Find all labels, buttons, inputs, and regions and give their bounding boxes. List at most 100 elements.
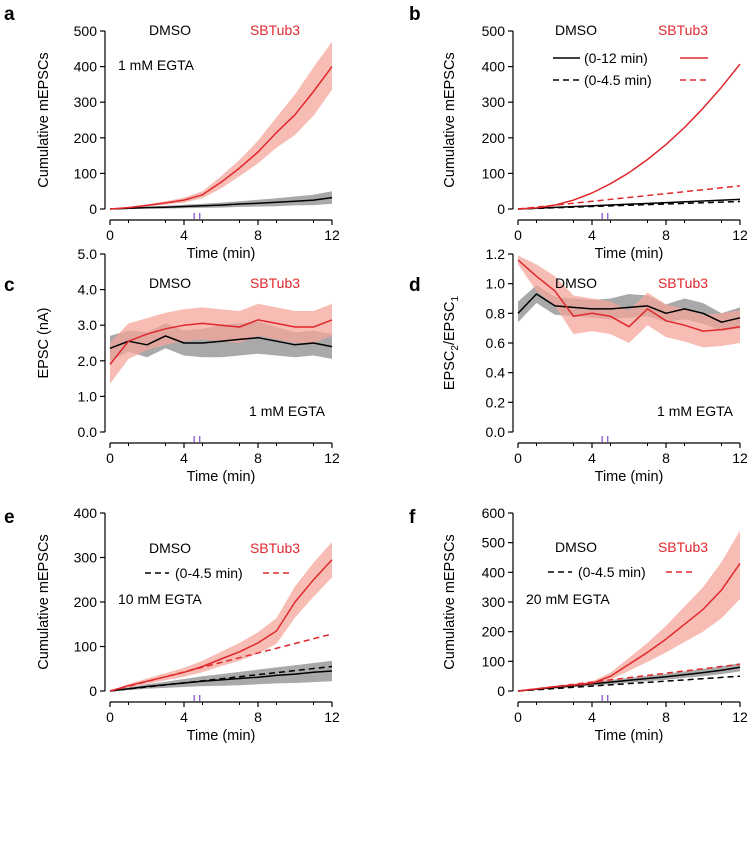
legend-dmso-d: DMSO xyxy=(555,275,597,291)
panel-letter-a: a xyxy=(4,4,15,25)
x-tick-label-f-3: 12 xyxy=(732,709,748,725)
y-tick-label-f-5: 500 xyxy=(482,535,506,551)
y-axis-label-c: EPSC (nA) xyxy=(36,308,52,379)
legend-dmso-c: DMSO xyxy=(149,275,191,291)
y-tick-label-e-0: 0 xyxy=(89,683,97,699)
x-axis-label-d: Time (min) xyxy=(595,469,664,485)
annotation-e: 10 mM EGTA xyxy=(118,591,202,607)
x-axis-label-f: Time (min) xyxy=(595,728,664,744)
series-line-f-3 xyxy=(517,663,741,692)
series-line-e-2 xyxy=(109,559,333,692)
series-line-b-2 xyxy=(517,63,741,210)
x-tick-label-a-2: 8 xyxy=(254,227,262,243)
series-line-e-1 xyxy=(109,665,333,692)
y-tick-label-d-1: 0.2 xyxy=(486,394,506,410)
y-tick-label-c-5: 5.0 xyxy=(78,246,98,262)
series-line-a-1 xyxy=(109,66,333,210)
series-line-e-3 xyxy=(109,633,333,692)
series-line-c-0 xyxy=(109,335,333,350)
legend-sbtub-d: SBTub3 xyxy=(658,275,708,291)
x-tick-label-e-1: 4 xyxy=(180,709,188,725)
band-d-1 xyxy=(518,255,740,348)
panel-letter-e: e xyxy=(4,507,15,528)
band-f-2 xyxy=(518,530,740,691)
x-tick-label-b-1: 4 xyxy=(588,227,596,243)
y-axis-label-f: Cumulative mEPSCs xyxy=(442,534,458,669)
series-line-d-1 xyxy=(517,259,741,332)
y-axis-label-part-d-0: EPSC xyxy=(442,351,458,391)
annotation-c: 1 mM EGTA xyxy=(249,403,326,419)
series-line-a-0 xyxy=(109,196,333,210)
legend-sbtub-b: SBTub3 xyxy=(658,22,708,38)
annotation-a: 1 mM EGTA xyxy=(118,57,195,73)
series-line-d-0 xyxy=(517,293,741,323)
series-line-f-2 xyxy=(517,562,741,692)
panel-b: b 0 100 200 300 400 500 0 4 8 12 Time (min) Cumulati… xyxy=(409,4,748,262)
y-tick-label-f-3: 300 xyxy=(482,594,506,610)
legend-sbtub-a: SBTub3 xyxy=(250,22,300,38)
x-tick-label-b-2: 8 xyxy=(662,227,670,243)
x-tick-label-c-0: 0 xyxy=(106,450,114,466)
y-tick-label-d-3: 0.6 xyxy=(486,335,506,351)
panel-letter-c: c xyxy=(4,275,15,296)
band-e-2 xyxy=(110,541,332,691)
y-tick-label-c-2: 2.0 xyxy=(78,353,98,369)
x-tick-label-a-3: 12 xyxy=(324,227,340,243)
x-axis-label-e: Time (min) xyxy=(187,728,256,744)
x-tick-label-d-1: 4 xyxy=(588,450,596,466)
y-tick-label-e-1: 100 xyxy=(74,639,98,655)
y-axis-label-part-d-2: /EPSC xyxy=(442,301,458,345)
series-line-b-3 xyxy=(517,185,741,210)
y-tick-label-b-5: 500 xyxy=(482,23,506,39)
x-tick-label-a-1: 4 xyxy=(180,227,188,243)
panel-a: a 0 100 200 300 400 500 0 4 8 12 Time (min) Cumulati… xyxy=(4,4,340,262)
panel-letter-d: d xyxy=(409,275,421,296)
y-tick-label-d-5: 1.0 xyxy=(486,276,506,292)
y-axis-label-b: Cumulative mEPSCs xyxy=(442,52,458,187)
series-line-f-1 xyxy=(517,675,741,692)
legend-dmso-f: DMSO xyxy=(555,539,597,555)
y-tick-label-c-0: 0.0 xyxy=(78,424,98,440)
y-tick-label-d-0: 0.0 xyxy=(486,424,506,440)
x-axis-label-c: Time (min) xyxy=(187,469,256,485)
y-axis-label-a: Cumulative mEPSCs xyxy=(36,52,52,187)
x-tick-label-b-0: 0 xyxy=(514,227,522,243)
x-axis-label-a: Time (min) xyxy=(187,246,256,262)
legend-dmso-a: DMSO xyxy=(149,22,191,38)
y-axis-label-part-d-1: 2 xyxy=(450,345,461,351)
y-tick-label-f-1: 100 xyxy=(482,653,506,669)
y-tick-label-e-2: 200 xyxy=(74,594,98,610)
series-line-e-0 xyxy=(109,670,333,692)
legend-fit-label-b-1: (0-4.5 min) xyxy=(584,72,652,88)
x-tick-label-c-1: 4 xyxy=(180,450,188,466)
panel-letter-f: f xyxy=(409,507,416,528)
y-tick-label-f-2: 200 xyxy=(482,624,506,640)
legend-fit-label-f: (0-4.5 min) xyxy=(578,564,646,580)
y-tick-label-b-1: 100 xyxy=(482,165,506,181)
panel-c: c 0.0 1.0 2.0 3.0 4.0 5.0 0 4 8 12 Time (min) EPSC (… xyxy=(4,246,340,485)
series-line-b-1 xyxy=(517,200,741,210)
y-tick-label-a-2: 200 xyxy=(74,130,98,146)
panel-e: e 0 100 200 300 400 0 4 8 12 Time (min) Cumulative … xyxy=(4,505,340,744)
band-a-1 xyxy=(110,41,332,210)
y-tick-label-a-3: 300 xyxy=(74,94,98,110)
x-tick-label-f-0: 0 xyxy=(514,709,522,725)
y-tick-label-c-4: 4.0 xyxy=(78,282,98,298)
legend-fit-label-b-0: (0-12 min) xyxy=(584,50,648,66)
x-tick-label-d-2: 8 xyxy=(662,450,670,466)
legend-dmso-b: DMSO xyxy=(555,22,597,38)
x-tick-label-e-2: 8 xyxy=(254,709,262,725)
y-tick-label-e-4: 400 xyxy=(74,505,98,521)
series-line-b-0 xyxy=(517,198,741,210)
y-axis-label-part-d-3: 1 xyxy=(450,295,461,301)
legend-sbtub-e: SBTub3 xyxy=(250,540,300,556)
x-tick-label-f-2: 8 xyxy=(662,709,670,725)
y-axis-label-e: Cumulative mEPSCs xyxy=(36,534,52,669)
x-tick-label-e-0: 0 xyxy=(106,709,114,725)
y-tick-label-a-0: 0 xyxy=(89,201,97,217)
y-tick-label-f-0: 0 xyxy=(497,683,505,699)
y-tick-label-b-4: 400 xyxy=(482,59,506,75)
y-tick-label-b-2: 200 xyxy=(482,130,506,146)
